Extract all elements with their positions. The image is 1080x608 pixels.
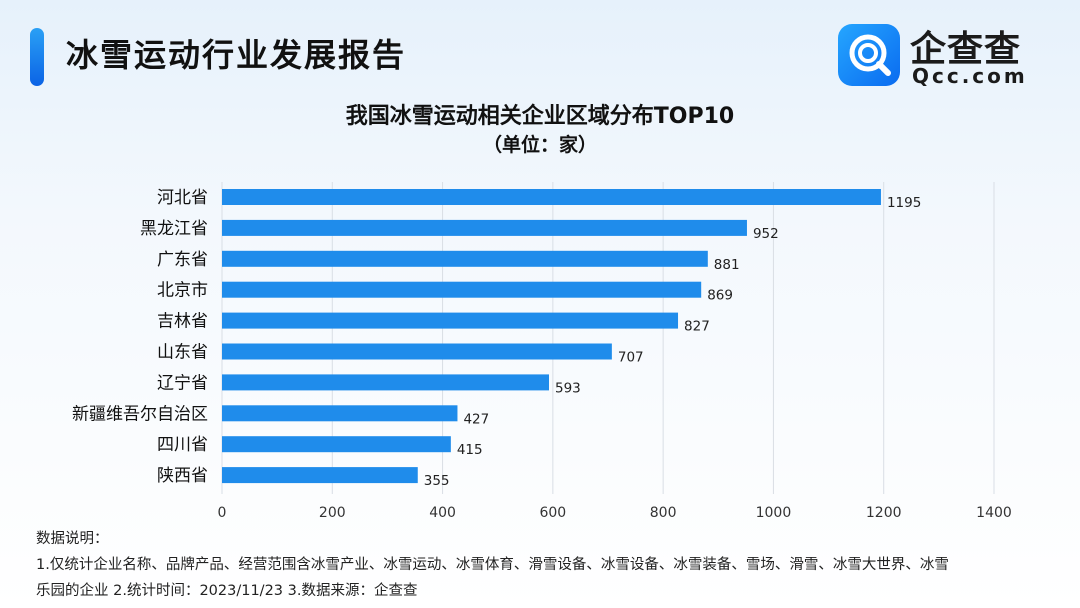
value-label: 427 <box>463 411 489 427</box>
value-label: 415 <box>457 442 483 458</box>
bar <box>222 312 679 329</box>
value-label: 1195 <box>887 195 921 211</box>
value-label: 952 <box>753 226 779 242</box>
x-tick-label: 200 <box>319 505 346 521</box>
category-label: 广东省 <box>157 250 208 270</box>
category-label: 辽宁省 <box>157 373 208 393</box>
bar <box>222 405 458 422</box>
value-label: 355 <box>424 473 450 489</box>
value-label: 827 <box>684 319 710 335</box>
bar <box>222 189 881 205</box>
bar <box>222 343 612 360</box>
bar <box>222 219 747 236</box>
magnifier-q-icon <box>838 24 900 86</box>
qcc-logo: 企查查 Qcc.com <box>838 24 1058 90</box>
value-label: 593 <box>555 380 581 396</box>
category-label: 河北省 <box>157 188 208 208</box>
bar <box>222 436 451 453</box>
category-label: 四川省 <box>157 435 208 455</box>
chart-title: 我国冰雪运动相关企业区域分布TOP10 <box>345 104 735 129</box>
data-notes: 数据说明： 1.仅统计企业名称、品牌产品、经营范围含冰雪产业、冰雪运动、冰雪体育… <box>36 526 949 604</box>
x-tick-label: 600 <box>539 505 566 521</box>
value-label: 881 <box>714 257 740 273</box>
category-label: 北京市 <box>157 281 208 301</box>
x-tick-label: 800 <box>650 505 677 521</box>
value-label: 869 <box>707 288 733 304</box>
x-tick-label: 1000 <box>756 505 792 521</box>
bar <box>222 281 702 298</box>
category-label: 新疆维吾尔自治区 <box>72 404 208 424</box>
x-tick-label: 1400 <box>976 505 1012 521</box>
x-tick-label: 0 <box>218 505 227 521</box>
bar <box>222 374 549 391</box>
category-label: 黑龙江省 <box>140 219 208 239</box>
value-label: 707 <box>618 350 644 366</box>
x-tick-label: 1200 <box>866 505 902 521</box>
bar <box>222 467 418 484</box>
category-label: 山东省 <box>157 343 208 363</box>
notes-line-2: 乐园的企业 2.统计时间：2023/11/23 3.数据来源：企查查 <box>36 583 418 599</box>
category-label: 陕西省 <box>157 466 208 486</box>
logo-name: 企查查 <box>910 29 1022 70</box>
logo-domain: Qcc.com <box>912 64 1028 88</box>
chart-subtitle: （单位：家） <box>482 134 597 156</box>
category-label: 吉林省 <box>157 312 208 332</box>
notes-line-1: 1.仅统计企业名称、品牌产品、经营范围含冰雪产业、冰雪运动、冰雪体育、滑雪设备、… <box>36 557 949 573</box>
notes-heading: 数据说明： <box>36 531 109 547</box>
report-title: 冰雪运动行业发展报告 <box>66 36 407 74</box>
x-tick-label: 400 <box>429 505 456 521</box>
title-accent-bar <box>30 28 44 86</box>
bar <box>222 250 708 267</box>
